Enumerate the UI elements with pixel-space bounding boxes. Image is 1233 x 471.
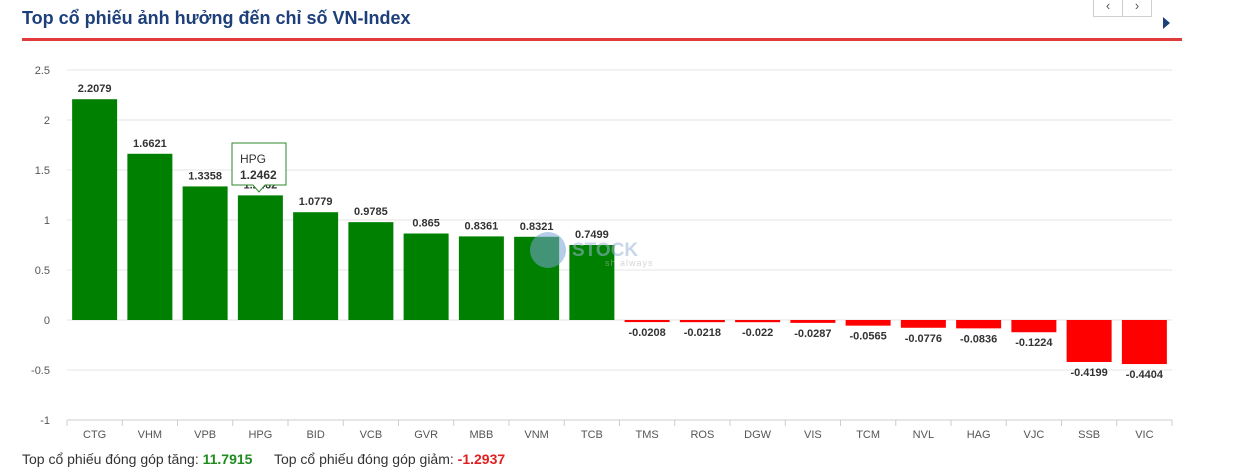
data-label: -0.0565 bbox=[849, 331, 886, 343]
bar-vjc bbox=[1011, 320, 1057, 333]
chevron-right-icon: › bbox=[1134, 0, 1140, 13]
data-label: 0.9785 bbox=[354, 206, 388, 218]
y-tick-label: -0.5 bbox=[31, 365, 50, 377]
data-label: -0.4404 bbox=[1126, 369, 1164, 381]
data-label: 1.6621 bbox=[133, 138, 167, 150]
data-label: -0.0287 bbox=[794, 328, 831, 340]
data-label: 0.8361 bbox=[465, 220, 499, 232]
tooltip-label: HPG bbox=[240, 152, 266, 166]
data-label: 2.2079 bbox=[78, 83, 112, 95]
bar-ctg bbox=[72, 99, 118, 321]
summary-footer: Top cổ phiếu đóng góp tăng: 11.7915 Top … bbox=[22, 451, 505, 467]
down-label: Top cổ phiếu đóng góp giảm: bbox=[273, 451, 454, 467]
bar-tcb bbox=[569, 245, 615, 320]
x-tick-label: HPG bbox=[248, 429, 272, 441]
bar-nvl bbox=[900, 320, 946, 328]
bar-hag bbox=[956, 320, 1002, 329]
watermark-text: STOCK bbox=[572, 240, 638, 261]
y-tick-label: 1.5 bbox=[35, 165, 50, 177]
bar-vcb bbox=[348, 222, 394, 320]
bar-vhm bbox=[127, 153, 173, 320]
data-label: -0.0776 bbox=[905, 333, 942, 345]
x-tick-label: CTG bbox=[83, 429, 106, 441]
x-tick-label: DGW bbox=[744, 429, 772, 441]
watermark-logo-icon bbox=[530, 232, 566, 268]
data-label: -0.0208 bbox=[628, 327, 665, 339]
bar-chart: 2.5 2 1.5 1 0.5 0 -0.5 -1 CTG VHM VPB HPG BID VCB GVR… bbox=[31, 65, 1173, 441]
bar-tms bbox=[624, 320, 670, 323]
next-button[interactable]: › bbox=[1123, 0, 1152, 17]
data-label: 1.0779 bbox=[299, 196, 333, 208]
x-tick-label: VJC bbox=[1023, 429, 1044, 441]
x-tick-label: TCB bbox=[581, 429, 603, 441]
y-tick-label: 2 bbox=[44, 115, 50, 127]
data-label: 0.8321 bbox=[520, 221, 554, 233]
prev-button[interactable]: ‹ bbox=[1093, 0, 1123, 17]
down-value: -1.2937 bbox=[457, 451, 506, 467]
data-label: 0.865 bbox=[412, 218, 440, 230]
y-axis: 2.5 2 1.5 1 0.5 0 -0.5 -1 bbox=[31, 65, 50, 427]
bar-vpb bbox=[182, 186, 228, 320]
x-tick-label: ROS bbox=[690, 429, 714, 441]
x-tick-label: TCM bbox=[856, 429, 880, 441]
bar-tcm bbox=[845, 320, 891, 326]
data-label: 0.7499 bbox=[575, 229, 609, 241]
x-tick-label: SSB bbox=[1078, 429, 1100, 441]
tooltip-box bbox=[231, 142, 287, 193]
y-tick-label: 0 bbox=[44, 315, 50, 327]
bar-vis bbox=[790, 320, 836, 323]
x-tick-label: MBB bbox=[469, 429, 493, 441]
data-label: -0.0218 bbox=[684, 327, 721, 339]
data-label: -0.1224 bbox=[1015, 337, 1053, 349]
x-tick-label: TMS bbox=[636, 429, 659, 441]
x-tick-label: VPB bbox=[194, 429, 216, 441]
value-labels: 2.2079 1.6621 1.3358 1.2462 1.0779 0.9785 0.86… bbox=[78, 83, 1164, 381]
bar-gvr bbox=[403, 233, 449, 320]
chevron-left-icon: ‹ bbox=[1105, 0, 1111, 13]
bar-ros bbox=[679, 320, 725, 323]
up-value: 11.7915 bbox=[202, 451, 253, 467]
bar-ssb bbox=[1066, 320, 1112, 362]
bar-bid bbox=[293, 212, 339, 320]
bar-vic bbox=[1121, 320, 1167, 365]
bar-hpg bbox=[237, 195, 283, 320]
bar-dgw bbox=[735, 320, 781, 323]
chart-header: Top cổ phiếu ảnh hưởng đến chỉ số VN-Ind… bbox=[22, 0, 1182, 41]
y-tick-label: 0.5 bbox=[35, 265, 50, 277]
data-label: -0.4199 bbox=[1070, 367, 1107, 379]
bars bbox=[72, 99, 1167, 365]
x-tick-label: GVR bbox=[414, 429, 438, 441]
x-tick-label: NVL bbox=[913, 429, 934, 441]
data-label: 1.3358 bbox=[188, 170, 222, 182]
data-label: -0.022 bbox=[742, 327, 773, 339]
x-tick-label: HAG bbox=[967, 429, 991, 441]
watermark: STOCK sh always bbox=[530, 232, 654, 268]
watermark-subtext: sh always bbox=[605, 258, 654, 268]
x-axis: CTG VHM VPB HPG BID VCB GVR MBB VNM TCB TMS ROS DGW V… bbox=[66, 420, 1173, 441]
x-tick-label: VIS bbox=[804, 429, 822, 441]
pager: ‹ › bbox=[1093, 0, 1152, 17]
tooltip: HPG 1.2462 bbox=[231, 142, 287, 193]
x-tick-label: VHM bbox=[138, 429, 162, 441]
x-tick-label: VIC bbox=[1135, 429, 1153, 441]
y-tick-label: -1 bbox=[40, 415, 50, 427]
y-tick-label: 2.5 bbox=[35, 65, 50, 77]
y-tick-label: 1 bbox=[44, 215, 50, 227]
bar-mbb bbox=[458, 236, 504, 320]
x-tick-label: VCB bbox=[360, 429, 383, 441]
x-tick-label: BID bbox=[306, 429, 324, 441]
expand-arrow-icon[interactable] bbox=[1163, 17, 1170, 29]
up-label: Top cổ phiếu đóng góp tăng: bbox=[22, 451, 199, 467]
tooltip-value: 1.2462 bbox=[240, 168, 277, 182]
data-label: -0.0836 bbox=[960, 333, 997, 345]
x-tick-label: VNM bbox=[524, 429, 548, 441]
chart-title: Top cổ phiếu ảnh hưởng đến chỉ số VN-Ind… bbox=[22, 8, 411, 28]
